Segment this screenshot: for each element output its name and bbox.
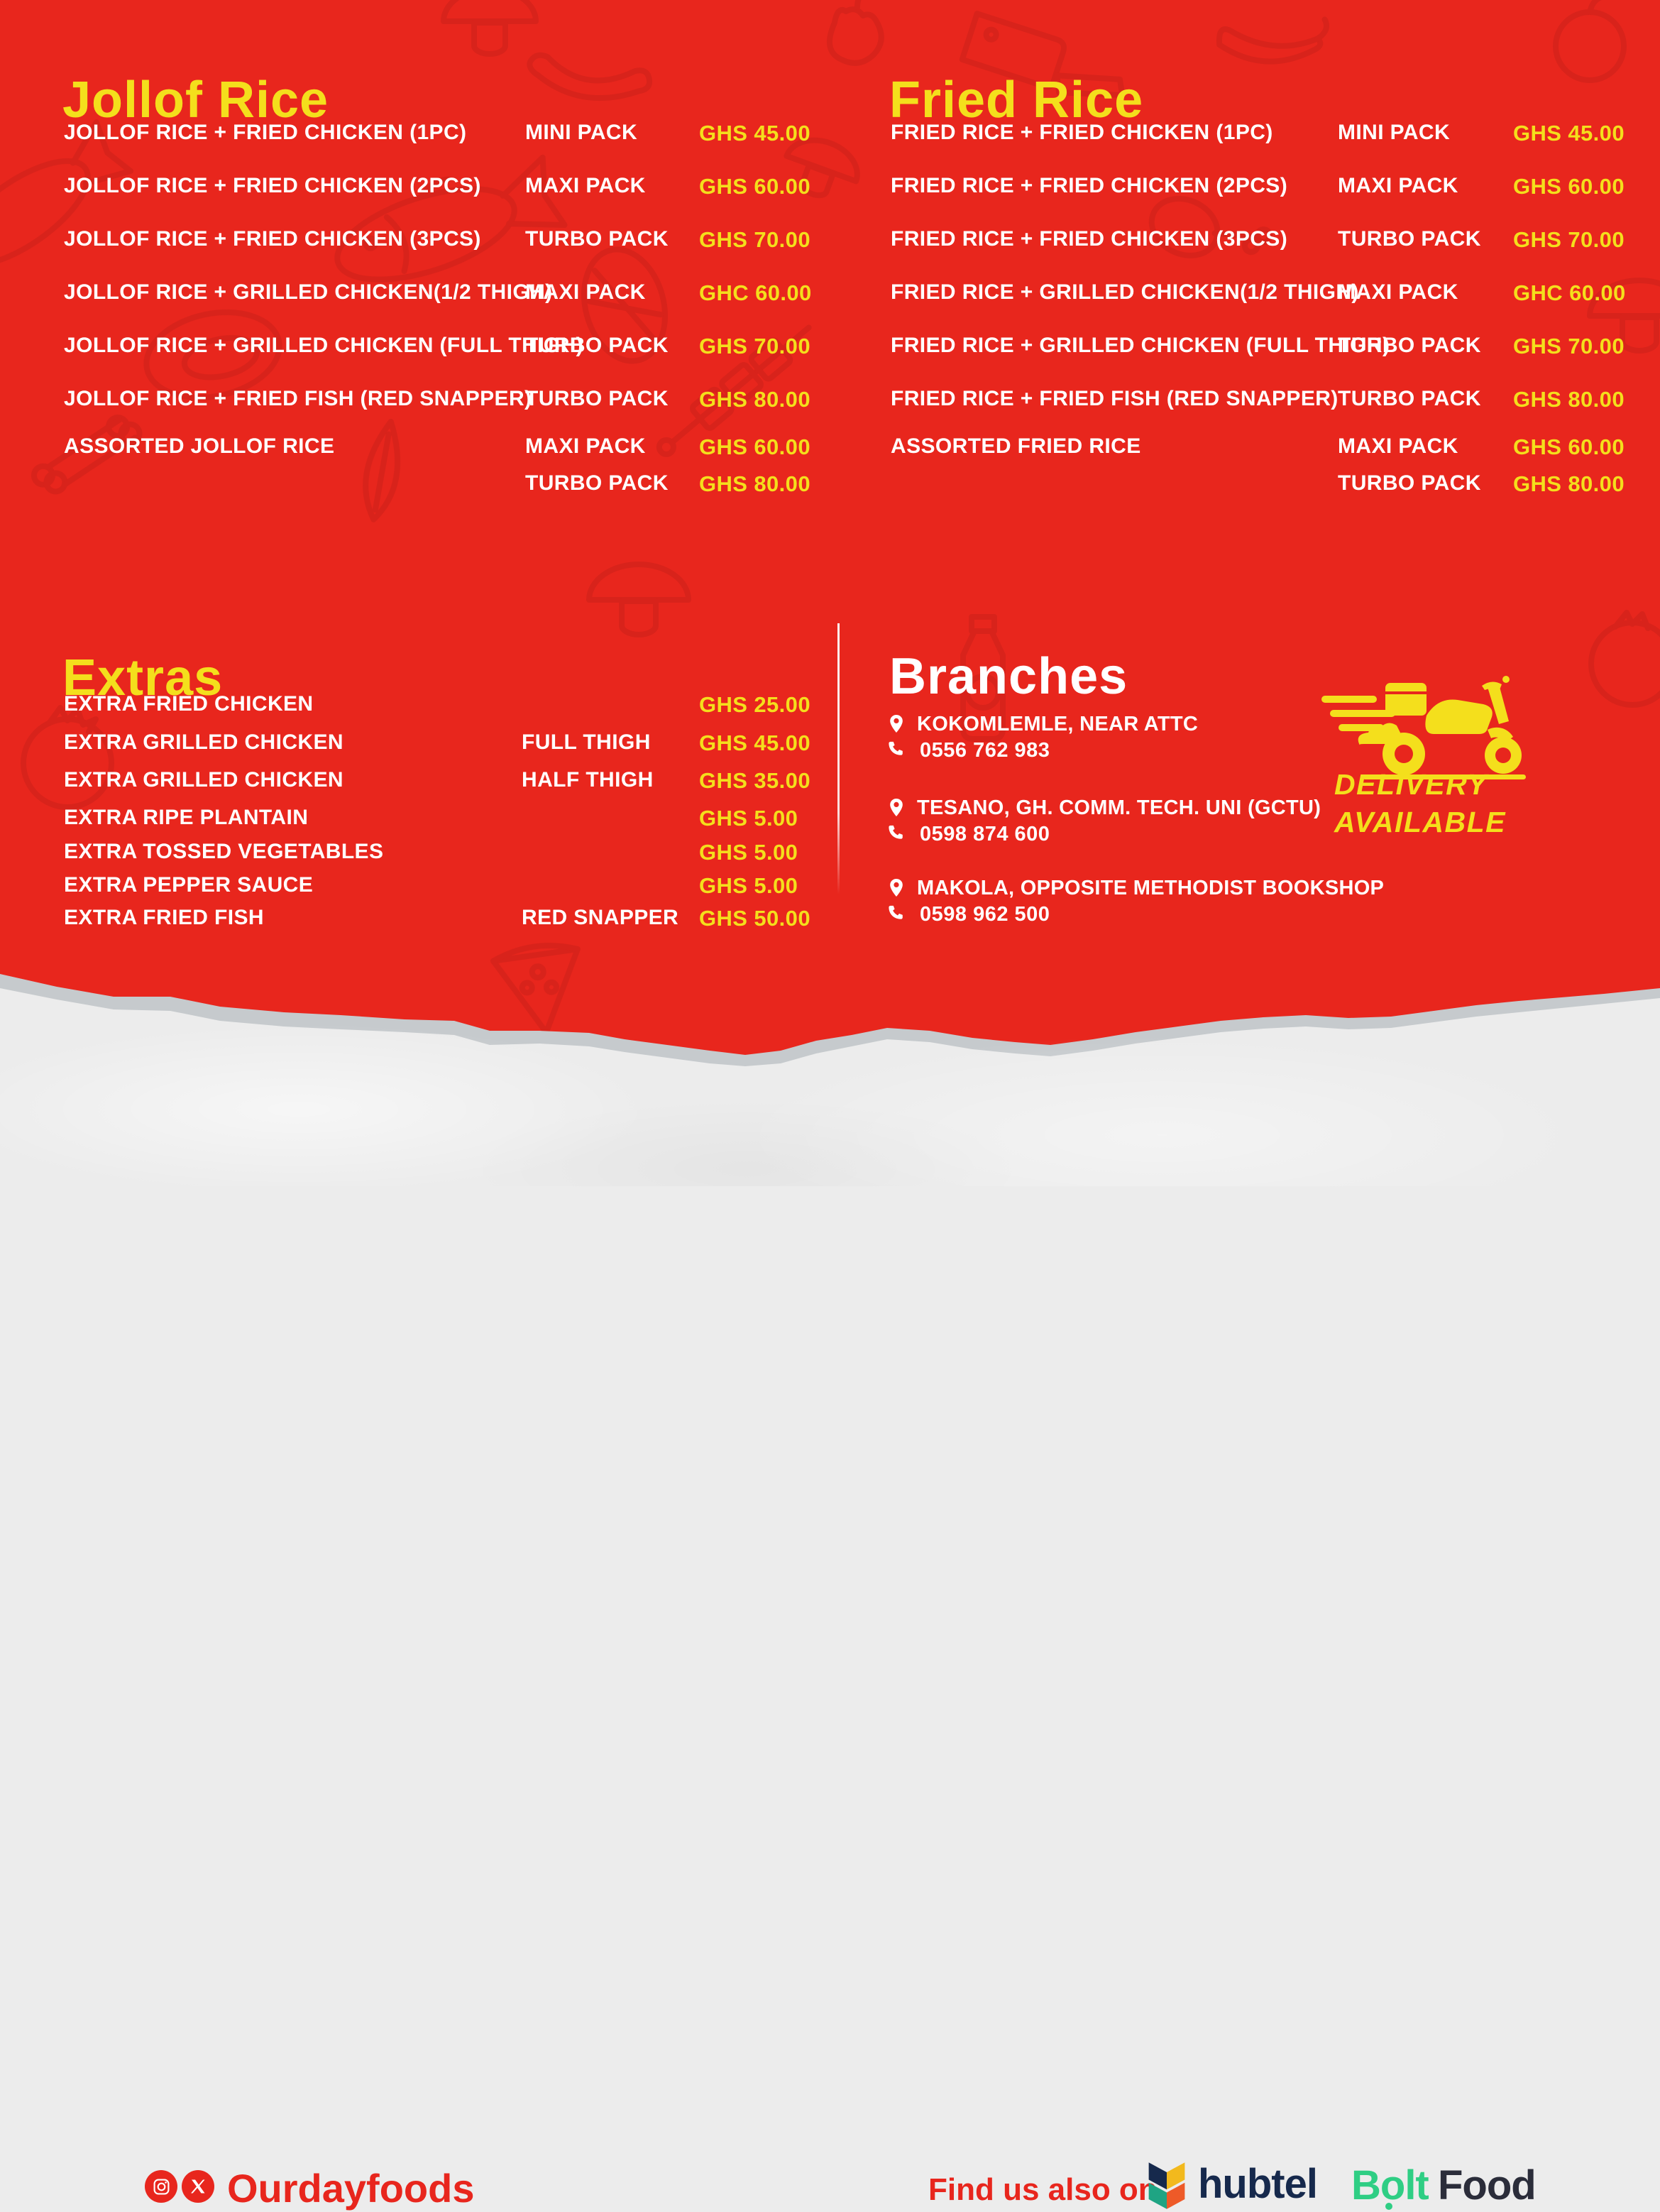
pack-size: MAXI PACK — [1338, 434, 1458, 458]
item-price: GHS 5.00 — [699, 806, 798, 831]
phone-icon — [887, 904, 907, 924]
menu-row: EXTRA FRIED FISH RED SNAPPER GHS 50.00 — [0, 906, 1660, 934]
location-pin-icon — [887, 798, 907, 818]
item-price: GHS 25.00 — [699, 692, 810, 717]
instagram-icon[interactable] — [145, 2170, 177, 2203]
menu-row: EXTRA PEPPER SAUCE GHS 5.00 — [0, 873, 1660, 902]
item-price: GHS 70.00 — [1513, 334, 1625, 358]
branch-phone[interactable]: 0556 762 983 — [920, 739, 1050, 762]
branch-location: TESANO, GH. COMM. TECH. UNI (GCTU) — [917, 796, 1321, 819]
item-price: GHS 60.00 — [1513, 434, 1625, 459]
item-price: GHS 45.00 — [1513, 121, 1625, 146]
menu-row: FRIED RICE + GRILLED CHICKEN (FULL THIGH… — [0, 334, 1660, 362]
x-icon[interactable] — [182, 2170, 214, 2203]
branch-location: MAKOLA, OPPOSITE METHODIST BOOKSHOP — [917, 877, 1385, 899]
item-price: GHS 45.00 — [699, 730, 810, 755]
item-name: EXTRA GRILLED CHICKEN — [64, 730, 343, 754]
delivery-line2: AVAILABLE — [1334, 806, 1507, 838]
menu-row: FRIED RICE + FRIED CHICKEN (1PC) MINI PA… — [0, 121, 1660, 149]
item-name: EXTRA FRIED CHICKEN — [64, 692, 314, 716]
pack-size: TURBO PACK — [525, 471, 669, 495]
delivery-line1: DELIVERY — [1334, 768, 1488, 801]
item-name: FRIED RICE + FRIED CHICKEN (1PC) — [891, 121, 1273, 144]
branches-title: Branches — [889, 648, 1128, 706]
pack-size: MAXI PACK — [525, 434, 646, 458]
item-name: JOLLOF RICE + GRILLED CHICKEN(1/2 THIGH) — [64, 280, 553, 304]
item-name: JOLLOF RICE + FRIED FISH (RED SNAPPER) — [64, 387, 532, 410]
menu-row: FRIED RICE + FRIED CHICKEN (3PCS) TURBO … — [0, 227, 1660, 256]
item-price: GHS 70.00 — [1513, 227, 1625, 252]
item-name: FRIED RICE + FRIED CHICKEN (3PCS) — [891, 227, 1288, 251]
pack-size: TURBO PACK — [1338, 227, 1481, 251]
menu-row: FRIED RICE + FRIED FISH (RED SNAPPER) TU… — [0, 387, 1660, 415]
item-name: EXTRA GRILLED CHICKEN — [64, 768, 343, 792]
hubtel-logo[interactable] — [1144, 2159, 1189, 2212]
item-name: EXTRA FRIED FISH — [64, 906, 264, 929]
menu-row: TURBO PACK GHS 80.00 — [0, 471, 1660, 500]
pack-size: TURBO PACK — [1338, 387, 1481, 410]
social-handle[interactable]: Ourdayfoods — [227, 2166, 475, 2211]
find-us-label: Find us also on — [928, 2172, 1158, 2207]
bolt-logo-dot — [1385, 2203, 1392, 2210]
menu-row: FRIED RICE + GRILLED CHICKEN(1/2 THIGH) … — [0, 280, 1660, 309]
phone-icon — [887, 740, 907, 760]
item-price: GHS 35.00 — [699, 768, 810, 793]
pack-size: TURBO PACK — [1338, 334, 1481, 357]
pack-size: MAXI PACK — [1338, 280, 1458, 304]
item-price: GHS 70.00 — [699, 227, 810, 252]
branch-phone[interactable]: 0598 874 600 — [920, 823, 1050, 845]
item-variant: HALF THIGH — [522, 768, 654, 792]
jollof-rice-title: Jollof Rice — [62, 72, 329, 129]
item-name: EXTRA RIPE PLANTAIN — [64, 806, 309, 829]
footer: Ourdayfoods Find us also on hubtel Bolt … — [0, 1065, 1660, 2211]
item-name: EXTRA TOSSED VEGETABLES — [64, 840, 384, 863]
menu-row: EXTRA FRIED CHICKEN GHS 25.00 — [0, 692, 1660, 721]
pack-size: MINI PACK — [1338, 121, 1451, 144]
delivery-badge: DELIVERY AVAILABLE — [1320, 674, 1618, 838]
bolt-food-wordmark[interactable]: Food — [1438, 2162, 1537, 2208]
item-price: GHS 5.00 — [699, 873, 798, 898]
menu-row: FRIED RICE + FRIED CHICKEN (2PCS) MAXI P… — [0, 174, 1660, 202]
phone-icon — [887, 824, 907, 844]
menu-row: EXTRA RIPE PLANTAIN GHS 5.00 — [0, 806, 1660, 834]
pack-size: MAXI PACK — [1338, 174, 1458, 197]
location-pin-icon — [887, 878, 907, 898]
item-name: ASSORTED FRIED RICE — [891, 434, 1141, 458]
item-price: GHS 80.00 — [699, 471, 810, 496]
item-name: EXTRA PEPPER SAUCE — [64, 873, 314, 897]
item-price: GHC 60.00 — [699, 280, 812, 305]
item-price: GHS 5.00 — [699, 840, 798, 865]
bolt-wordmark[interactable]: Bolt — [1351, 2162, 1429, 2208]
item-price: GHS 80.00 — [1513, 471, 1625, 496]
menu-row: TURBO PACK GHS 80.00 — [0, 471, 1660, 500]
item-name: FRIED RICE + FRIED CHICKEN (2PCS) — [891, 174, 1288, 197]
item-variant: FULL THIGH — [522, 730, 651, 754]
branch-location: KOKOMLEMLE, NEAR ATTC — [917, 713, 1199, 735]
pack-size: TURBO PACK — [525, 387, 669, 410]
item-price: GHS 80.00 — [1513, 387, 1625, 412]
item-price: GHC 60.00 — [1513, 280, 1626, 305]
vertical-divider — [837, 623, 840, 894]
item-name: FRIED RICE + GRILLED CHICKEN (FULL THIGH… — [891, 334, 1390, 357]
branch-phone[interactable]: 0598 962 500 — [920, 903, 1050, 926]
delivery-scooter-icon — [1321, 676, 1526, 779]
hubtel-wordmark[interactable]: hubtel — [1198, 2161, 1318, 2207]
extras-title: Extras — [62, 650, 224, 707]
location-pin-icon — [887, 714, 907, 734]
menu-row: ASSORTED FRIED RICE MAXI PACK GHS 60.00 — [0, 434, 1660, 463]
item-name: FRIED RICE + GRILLED CHICKEN(1/2 THIGH) — [891, 280, 1359, 304]
item-variant: RED SNAPPER — [522, 906, 679, 929]
item-name: FRIED RICE + FRIED FISH (RED SNAPPER) — [891, 387, 1339, 410]
menu-row: EXTRA TOSSED VEGETABLES GHS 5.00 — [0, 840, 1660, 868]
pack-size: TURBO PACK — [1338, 471, 1481, 495]
pack-size: MINI PACK — [525, 121, 638, 144]
item-price: GHS 60.00 — [1513, 174, 1625, 199]
item-price: GHS 50.00 — [699, 906, 810, 931]
